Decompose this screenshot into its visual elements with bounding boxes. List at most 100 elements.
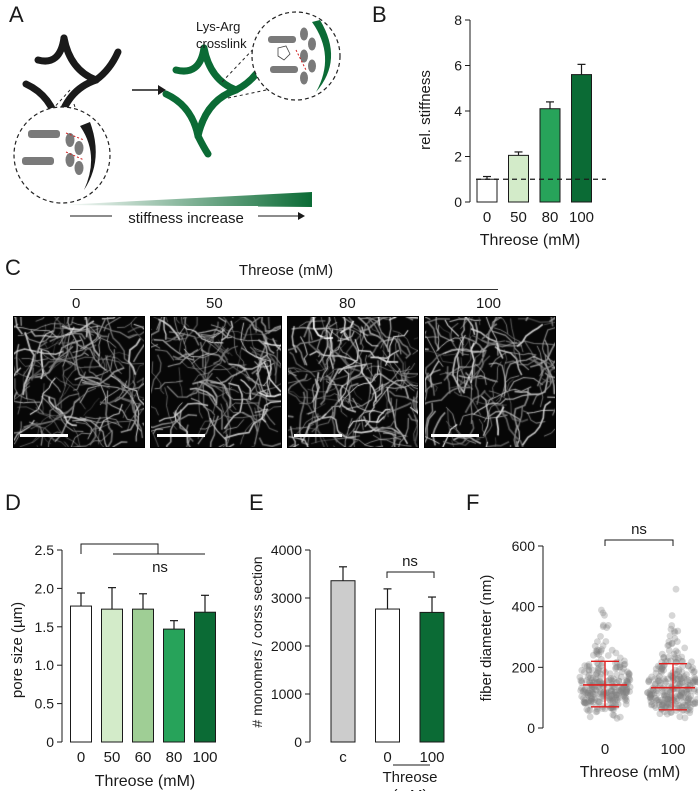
data-point (591, 642, 599, 650)
y-tick-label: 0 (46, 734, 54, 750)
micrograph-0 (13, 316, 145, 448)
data-point (622, 694, 630, 702)
significance-bracket (80, 543, 159, 554)
data-point (684, 690, 692, 698)
data-point (607, 697, 614, 704)
data-point (685, 662, 692, 670)
data-point (625, 671, 633, 678)
stiffness-gradient (60, 192, 312, 207)
x-tick-label: c (339, 749, 347, 766)
y-tick-label: 1000 (271, 686, 302, 702)
data-point (645, 678, 653, 686)
data-point (587, 688, 595, 696)
data-point (663, 689, 671, 696)
data-point (667, 709, 674, 716)
data-point (588, 684, 596, 692)
data-point (661, 695, 669, 702)
y-axis-label: rel. stiffness (417, 70, 434, 150)
data-point (676, 691, 684, 699)
data-point (596, 698, 603, 706)
y-tick-label: 1.5 (35, 619, 55, 635)
data-point (687, 703, 694, 711)
data-point (647, 694, 655, 701)
data-point (615, 677, 623, 685)
data-point (609, 711, 617, 719)
data-point (687, 692, 695, 700)
data-point (654, 662, 662, 670)
data-point (644, 689, 652, 696)
data-point (656, 710, 664, 718)
data-point (608, 688, 615, 696)
data-point (676, 680, 683, 688)
data-point (671, 654, 679, 661)
data-point (691, 668, 698, 675)
data-point (608, 676, 615, 684)
data-point (658, 665, 666, 673)
data-point (667, 657, 675, 665)
data-point (645, 676, 653, 684)
data-point (680, 674, 688, 682)
bar (163, 628, 185, 743)
data-point (613, 691, 620, 698)
data-point (582, 699, 589, 707)
data-point (589, 666, 596, 674)
zoom-circle-before (13, 106, 111, 204)
data-point (604, 689, 611, 696)
significance-label: ns (402, 553, 418, 570)
y-tick-label: 200 (512, 659, 536, 675)
data-point (608, 691, 616, 698)
data-point (659, 698, 667, 706)
x-axis-label: Threose (mM) (580, 764, 680, 781)
y-tick-label: 600 (512, 538, 536, 554)
data-point (675, 702, 683, 709)
crosslink-label-1: Lys-Arg (196, 19, 240, 34)
data-point (652, 669, 660, 677)
data-point (612, 691, 620, 699)
data-point (586, 713, 594, 721)
data-point (587, 697, 595, 705)
data-point (681, 644, 689, 652)
data-point (611, 688, 619, 696)
data-point (684, 701, 691, 709)
data-point (617, 686, 624, 694)
data-point (622, 689, 630, 697)
data-point (668, 692, 675, 699)
data-point (600, 695, 608, 703)
data-point (668, 622, 676, 629)
data-point (602, 689, 610, 697)
data-point (595, 667, 602, 674)
data-point (597, 688, 604, 696)
data-point (606, 696, 614, 704)
data-point (605, 676, 613, 684)
data-point (676, 713, 684, 721)
data-point (648, 673, 655, 681)
data-point (692, 699, 698, 707)
panel-c-label-80: 80 (339, 295, 356, 312)
data-point (665, 695, 672, 703)
x-tick-label: 100 (660, 741, 685, 758)
data-point (674, 676, 682, 683)
data-point (660, 666, 667, 674)
scale-bar (294, 434, 342, 437)
data-point (587, 694, 595, 702)
data-point (617, 688, 625, 696)
data-point (658, 702, 666, 710)
data-point (599, 623, 607, 630)
data-point (608, 704, 616, 711)
data-point (651, 702, 658, 709)
data-point (615, 677, 623, 685)
data-point (598, 606, 605, 614)
reaction-arrow (132, 85, 166, 95)
data-point (621, 657, 628, 665)
x-tick-label: 0 (483, 209, 491, 226)
data-point (605, 695, 613, 702)
data-point (660, 654, 668, 662)
data-point (613, 691, 621, 699)
data-point (658, 701, 666, 709)
data-point (679, 662, 687, 670)
data-point (693, 695, 698, 703)
data-point (647, 691, 655, 699)
data-point (660, 653, 668, 661)
zoom-circle-after (251, 11, 341, 101)
bar (571, 74, 592, 203)
